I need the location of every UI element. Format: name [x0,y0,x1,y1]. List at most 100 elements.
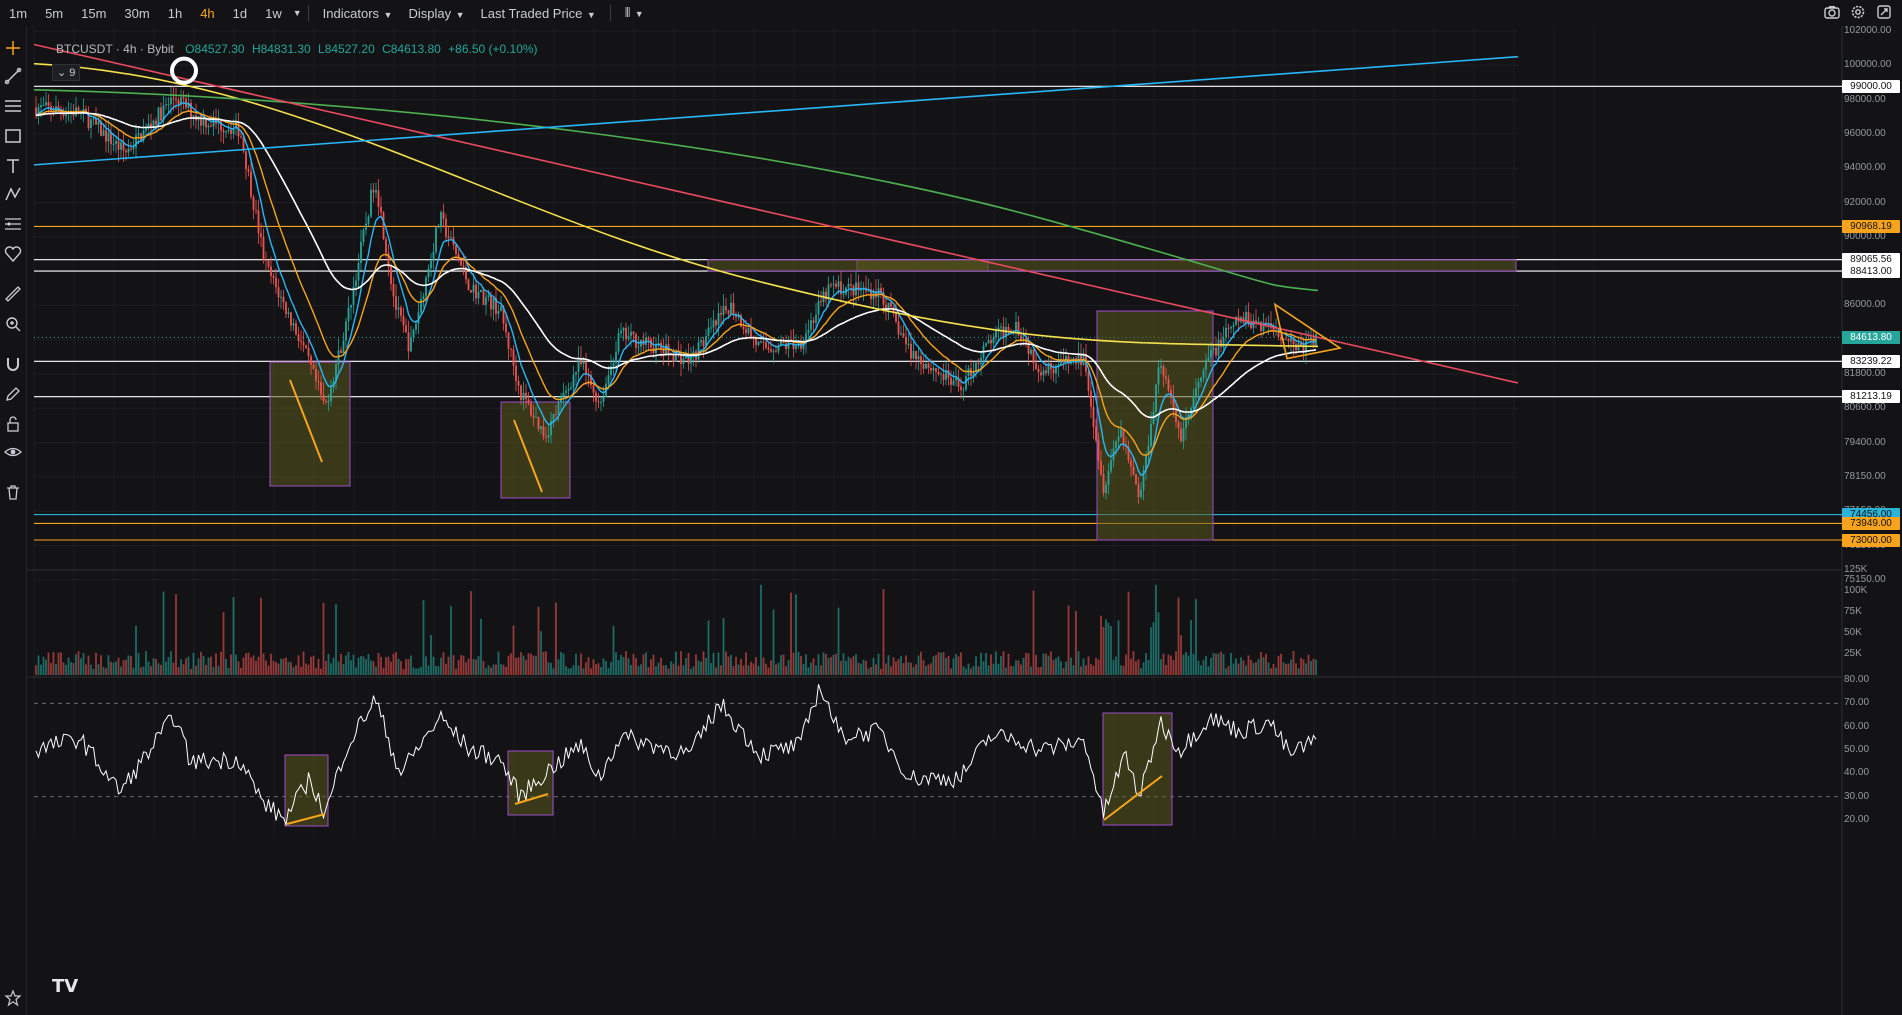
candle-body [882,292,885,305]
display-menu[interactable]: Display ▼ [408,5,465,21]
candle-body [810,320,812,330]
candle-body [1292,337,1295,345]
volume-bar [1092,665,1095,675]
candle-body [1212,347,1215,350]
volume-bar [247,652,250,675]
heart-icon[interactable] [3,244,23,264]
chart-type-menu[interactable]: ⫴ ▼ [617,5,652,21]
volume-bar [960,652,962,675]
indicators-toggle[interactable]: ⌄ 9 [52,64,81,81]
volume-bar [882,589,885,675]
candle-body [510,348,512,350]
candle-body [120,142,122,150]
tf-5m[interactable]: 5m [45,5,64,21]
pattern-icon[interactable] [3,184,23,204]
volume-bar [587,657,590,675]
chevron-down-icon: ▼ [632,9,644,19]
gear-icon[interactable] [1850,4,1866,20]
eye-icon[interactable] [3,442,23,462]
volume-bar [535,655,537,675]
star-icon[interactable] [3,988,23,1008]
indicators-menu[interactable]: Indicators ▼ [322,5,393,21]
volume-bar [632,653,635,675]
volume-bar [637,666,640,675]
volume-bar [1175,651,1177,675]
volume-bar [855,654,857,675]
ohlc-open: O84527.30 [185,42,245,56]
magnet-icon[interactable] [3,354,23,374]
candle-body [710,327,712,329]
horizontal-lines-icon[interactable] [3,96,23,116]
volume-bar [735,656,737,675]
volume-bar [370,660,372,675]
candle-body [302,342,305,346]
volume-bar [460,655,462,675]
candle-body [620,330,622,334]
volume-bar [340,653,342,675]
candle-body [967,368,970,377]
volume-bar [622,657,625,675]
crosshair-icon[interactable] [3,38,23,58]
volume-bar [497,651,500,675]
rectangle-icon[interactable] [3,126,23,146]
volume-bar [472,659,475,675]
volume-bar [870,667,872,675]
volume-bar [157,663,160,675]
volume-bar [757,665,760,675]
tf-30m[interactable]: 30m [124,5,150,21]
candle-body [487,295,490,298]
candle-body [437,226,440,228]
zone-box [500,401,571,499]
tf-1d[interactable]: 1d [232,5,248,21]
volume-bar [357,657,360,675]
volume-bar [702,651,705,675]
volume-bar [160,664,162,675]
candle-body [1137,484,1140,498]
fullscreen-icon[interactable] [1876,4,1892,20]
zoom-icon[interactable] [3,314,23,334]
candle-body [1042,370,1045,376]
volume-bar [1310,661,1312,675]
price-source-menu[interactable]: Last Traded Price ▼ [480,5,596,21]
pencil-lock-icon[interactable] [3,384,23,404]
candle-body [910,343,912,359]
candle-body [920,356,922,365]
volume-bar [317,658,320,675]
camera-icon[interactable] [1824,4,1840,20]
volume-bar [860,663,862,675]
trendline-icon[interactable] [3,66,23,86]
volume-bar [212,667,215,675]
volume-bar [415,668,417,675]
candle-body [1177,421,1180,429]
candle-body [1000,326,1002,328]
volume-bar [372,661,375,675]
volume-bar [592,659,595,675]
timeframe-dropdown-icon[interactable]: ▼ [292,8,302,18]
tf-4h[interactable]: 4h [200,5,215,21]
volume-bar [465,662,467,675]
text-icon[interactable] [3,156,23,176]
ruler-icon[interactable] [3,284,23,304]
candle-body [497,310,500,314]
trash-icon[interactable] [3,482,23,502]
volume-bar [40,664,42,675]
volume-bar [1247,655,1250,675]
lock-icon[interactable] [3,414,23,434]
tf-1h[interactable]: 1h [167,5,183,21]
candle-body [205,119,207,128]
symbol-name[interactable]: BTCUSDT [56,42,113,56]
candle-body [1012,330,1015,332]
volume-bar [65,664,67,675]
candle-body [312,364,315,370]
volume-bar [1315,659,1317,675]
volume-bar [650,659,652,675]
tf-15m[interactable]: 15m [81,5,107,21]
candle-body [355,280,357,287]
fib-icon[interactable] [3,214,23,234]
volume-bar [392,653,395,675]
tf-1m[interactable]: 1m [9,5,28,21]
candle-body [445,218,447,237]
price-tick-label: 96000.00 [1844,127,1886,139]
tf-1w[interactable]: 1w [265,5,282,21]
